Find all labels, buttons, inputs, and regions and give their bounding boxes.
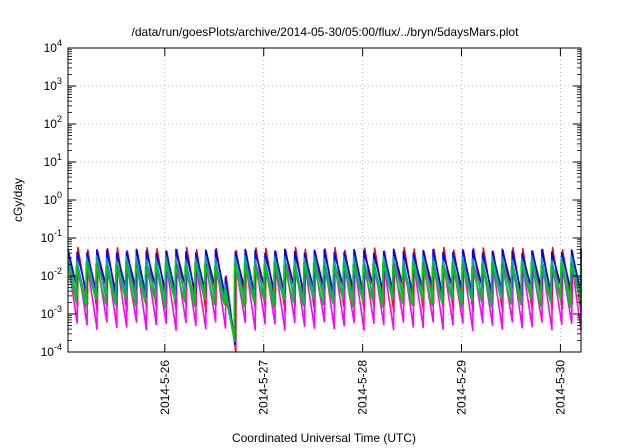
series-line <box>67 260 582 349</box>
x-tick-label: 2014-5-26 <box>158 360 172 415</box>
x-tick-label: 2014-5-28 <box>356 360 370 415</box>
y-tick-label: 102 <box>44 114 62 131</box>
y-tick-label: 10-1 <box>41 228 62 245</box>
series-line <box>67 261 582 340</box>
x-tick-label: 2014-5-27 <box>257 360 271 415</box>
x-tick-label: 2014-5-29 <box>455 360 469 415</box>
plot-series <box>67 246 582 353</box>
x-axis-label: Coordinated Universal Time (UTC) <box>232 431 416 445</box>
y-axis-label: cGy/day <box>11 178 25 222</box>
x-axis: 2014-5-26 2014-5-27 2014-5-28 2014-5-29 2014… <box>158 48 567 415</box>
chart-title: /data/run/goesPlots/archive/2014-05-30/0… <box>132 25 520 39</box>
y-tick-label: 104 <box>44 38 62 55</box>
y-tick-label: 100 <box>44 190 62 207</box>
y-tick-label: 101 <box>44 152 62 169</box>
x-tick-label: 2014-5-30 <box>553 360 567 415</box>
y-tick-label: 10-3 <box>41 304 62 321</box>
y-tick-label: 10-4 <box>41 342 62 359</box>
y-tick-label: 103 <box>44 76 62 93</box>
y-tick-label: 10-2 <box>41 266 62 283</box>
